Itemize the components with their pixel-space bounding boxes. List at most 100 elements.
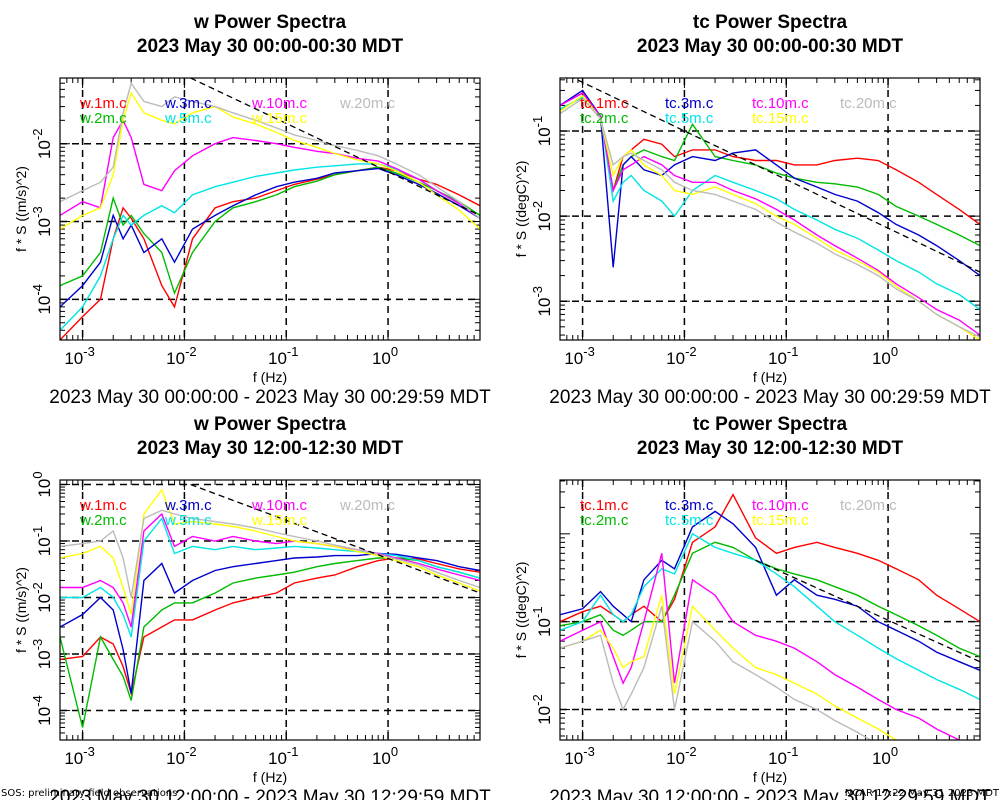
time-range-caption: 2023 May 30 12:00:00 - 2023 May 30 12:29… bbox=[49, 787, 491, 800]
x-tick-label-base: 10 bbox=[564, 749, 583, 768]
minor-ticks bbox=[559, 78, 981, 340]
legend-entry: tc.1m.c bbox=[580, 95, 629, 112]
time-range-caption: 2023 May 30 00:00:00 - 2023 May 30 00:29… bbox=[49, 387, 491, 408]
x-tick-label-exponent: -1 bbox=[787, 744, 799, 759]
x-tick-label: 10-2 bbox=[166, 744, 196, 768]
series-line-tc-20m-c bbox=[560, 97, 980, 338]
chart-subtitle: 2023 May 30 00:00-00:30 MDT bbox=[137, 36, 404, 57]
x-tick-label: 10-1 bbox=[268, 344, 298, 368]
chart-subtitle: 2023 May 30 12:00-12:30 MDT bbox=[137, 438, 404, 459]
y-tick-label: 10-3 bbox=[530, 286, 554, 316]
plot-frame bbox=[559, 479, 981, 741]
x-tick-label-base: 10 bbox=[64, 349, 83, 368]
minor-ticks bbox=[559, 480, 981, 740]
y-tick-label-base: 10 bbox=[35, 140, 54, 159]
y-tick-label-exponent: -4 bbox=[30, 284, 45, 296]
y-tick-label-base: 10 bbox=[35, 594, 54, 613]
y-tick-label: 100 bbox=[30, 471, 54, 497]
x-tick-label-exponent: -2 bbox=[685, 744, 697, 759]
series-line-w-15m-c bbox=[60, 91, 480, 230]
series-line-w-3m-c bbox=[60, 167, 480, 308]
x-tick-label-base: 10 bbox=[268, 349, 287, 368]
y-tick-label-base: 10 bbox=[35, 537, 54, 556]
series-line-w-10m-c bbox=[60, 512, 480, 628]
legend-entry: tc.3m.c bbox=[665, 95, 714, 112]
x-tick-label: 10-1 bbox=[268, 744, 298, 768]
x-tick-label-exponent: -1 bbox=[287, 744, 299, 759]
spectra-panel-4: tc Power Spectra 2023 May 30 12:00-12:30 … bbox=[513, 414, 991, 800]
series-line-w-10m-c bbox=[60, 118, 480, 219]
x-tick-label: 10-2 bbox=[166, 344, 196, 368]
series-line-w-1m-c bbox=[60, 557, 480, 697]
y-tick-label-base: 10 bbox=[35, 296, 54, 315]
x-tick-label-base: 10 bbox=[372, 749, 391, 768]
x-tick-label-exponent: -3 bbox=[583, 744, 595, 759]
legend-entry: w.10m.c bbox=[251, 95, 308, 112]
chart-title: w Power Spectra bbox=[193, 12, 346, 33]
x-tick-label-base: 10 bbox=[872, 349, 891, 368]
legend-entry: w.20m.c bbox=[339, 95, 396, 112]
y-tick-label-exponent: -1 bbox=[530, 606, 545, 618]
x-tick-label: 10-2 bbox=[666, 744, 696, 768]
y-tick-label: 10-2 bbox=[530, 201, 554, 231]
x-tick-label-exponent: -1 bbox=[287, 344, 299, 359]
y-tick-label-base: 10 bbox=[535, 298, 554, 317]
series-line-tc-5m-c bbox=[560, 532, 980, 701]
y-tick-label-base: 10 bbox=[35, 479, 54, 498]
series-line-tc-10m-c bbox=[560, 92, 980, 336]
y-tick-label-exponent: -1 bbox=[530, 116, 545, 128]
series-line-w-5m-c bbox=[60, 517, 480, 638]
series-line-tc-3m-c bbox=[560, 89, 980, 277]
series-line-w-20m-c bbox=[60, 81, 480, 219]
y-tick-label-exponent: -3 bbox=[30, 639, 45, 651]
series-lines bbox=[60, 81, 480, 340]
legend-entry: w.2m.c bbox=[79, 110, 127, 127]
x-tick-label-exponent: -1 bbox=[787, 344, 799, 359]
y-tick-label-exponent: -1 bbox=[30, 526, 45, 538]
chart-title: tc Power Spectra bbox=[693, 12, 848, 33]
x-tick-label-base: 10 bbox=[372, 349, 391, 368]
legend-entry: tc.5m.c bbox=[665, 512, 714, 529]
plot-frame bbox=[59, 77, 481, 341]
y-tick-label: 10-2 bbox=[30, 128, 54, 158]
series-line-tc-15m-c bbox=[560, 94, 980, 340]
series-line-w-20m-c bbox=[60, 509, 480, 598]
x-tick-label: 10-3 bbox=[64, 344, 94, 368]
legend-entry: tc.10m.c bbox=[752, 497, 809, 514]
legend-entry: w.15m.c bbox=[251, 110, 308, 127]
x-tick-label-exponent: 0 bbox=[891, 744, 898, 759]
y-tick-label-base: 10 bbox=[535, 127, 554, 146]
reference-slope-line bbox=[190, 483, 480, 594]
y-tick-label-base: 10 bbox=[35, 650, 54, 669]
x-tick-label-exponent: -2 bbox=[685, 344, 697, 359]
reference-slope-line bbox=[755, 559, 980, 663]
series-line-tc-20m-c bbox=[560, 606, 872, 740]
legend-entry: tc.20m.c bbox=[840, 95, 897, 112]
legend-entry: w.1m.c bbox=[79, 95, 127, 112]
minor-ticks bbox=[59, 480, 481, 741]
spectra-panel-3: w Power Spectra 2023 May 30 12:00-12:30 M… bbox=[13, 414, 491, 800]
series-line-w-3m-c bbox=[60, 552, 480, 694]
legend-entry: w.3m.c bbox=[164, 95, 212, 112]
y-tick-label: 10-3 bbox=[30, 639, 54, 669]
spectra-panel-1: w Power Spectra 2023 May 30 00:00-00:30 M… bbox=[13, 12, 491, 408]
series-line-w-2m-c bbox=[60, 557, 480, 728]
y-tick-label-exponent: -3 bbox=[30, 206, 45, 218]
x-tick-label-base: 10 bbox=[564, 349, 583, 368]
series-line-w-15m-c bbox=[60, 488, 480, 615]
x-tick-label-base: 10 bbox=[64, 749, 83, 768]
x-tick-label: 100 bbox=[372, 744, 398, 768]
legend-entry: w.15m.c bbox=[251, 512, 308, 529]
series-line-tc-10m-c bbox=[560, 553, 961, 740]
x-tick-label-exponent: -3 bbox=[583, 344, 595, 359]
x-tick-label: 10-2 bbox=[666, 344, 696, 368]
x-tick-label-exponent: -2 bbox=[185, 744, 197, 759]
legend-entry: tc.3m.c bbox=[665, 497, 714, 514]
spectra-panel-2: tc Power Spectra 2023 May 30 00:00-00:30 … bbox=[513, 12, 991, 408]
x-tick-label-base: 10 bbox=[872, 749, 891, 768]
series-lines bbox=[560, 89, 980, 340]
chart-subtitle: 2023 May 30 00:00-00:30 MDT bbox=[637, 36, 904, 57]
x-tick-label-base: 10 bbox=[768, 349, 787, 368]
series-line-tc-15m-c bbox=[560, 595, 898, 740]
x-tick-label-exponent: -3 bbox=[83, 744, 95, 759]
